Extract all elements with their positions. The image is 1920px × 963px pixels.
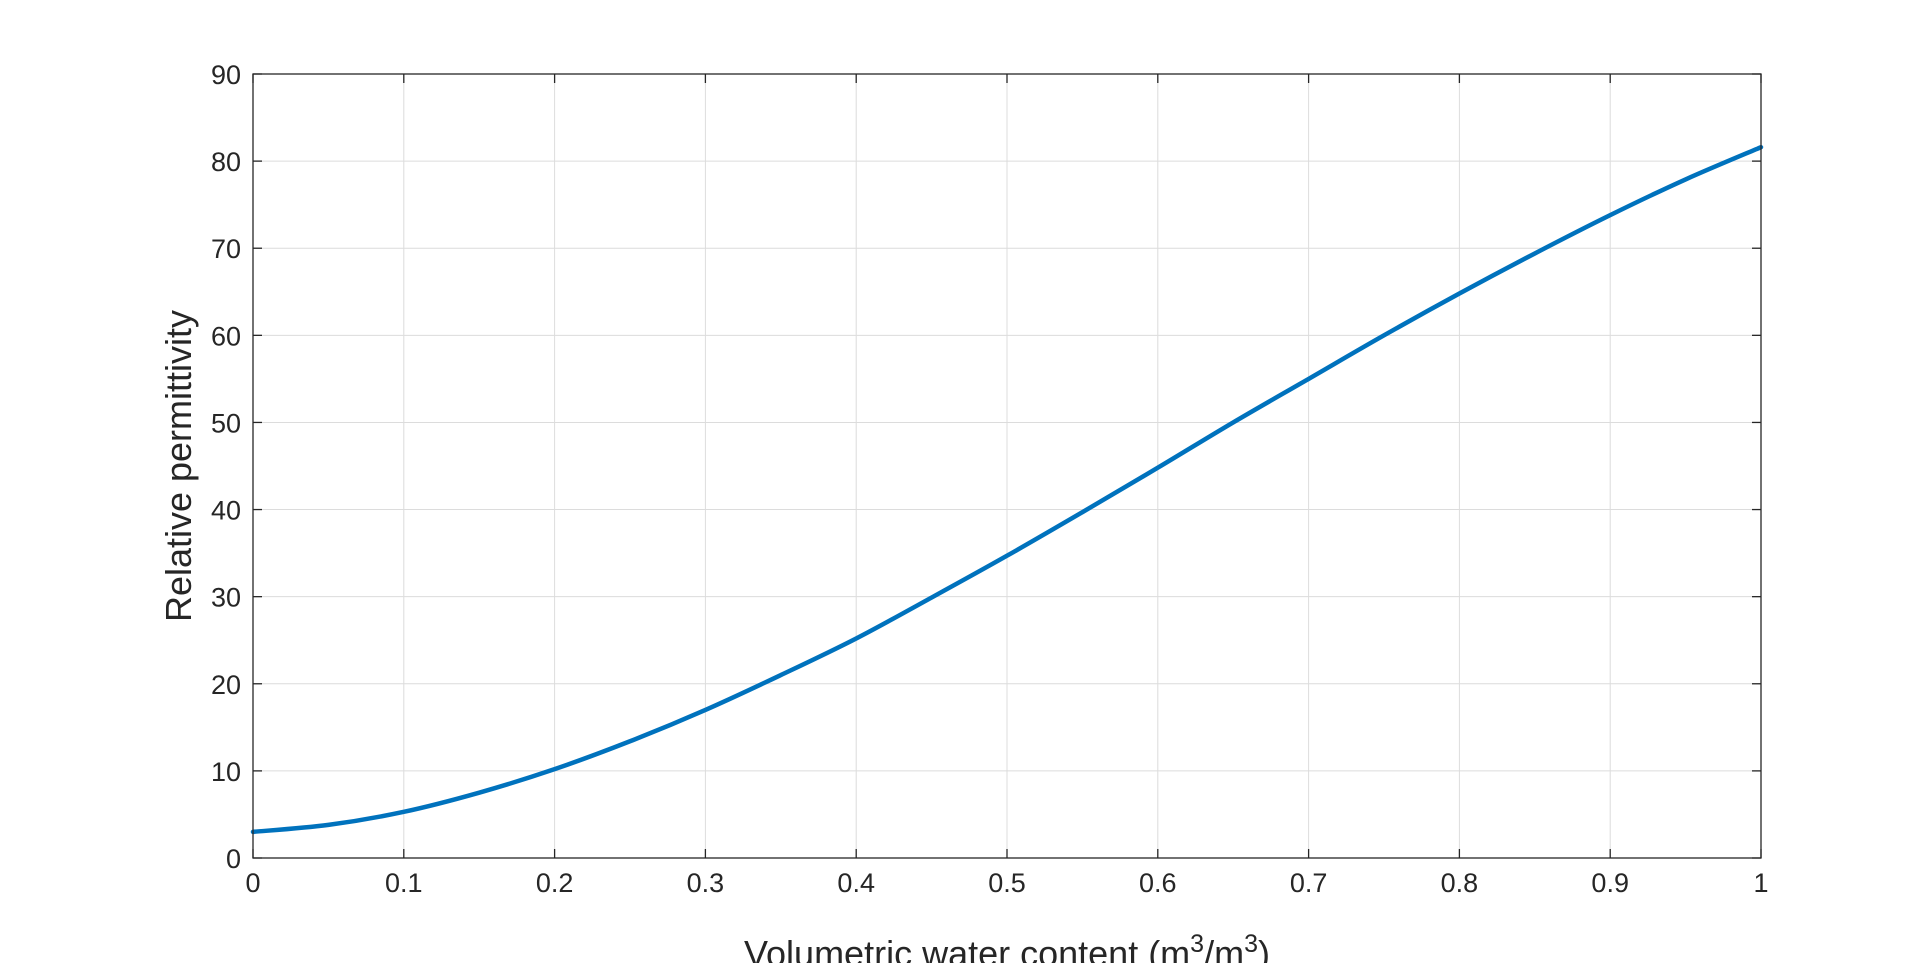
- x-axis-label-sup1: 3: [1190, 930, 1204, 958]
- y-tick-label: 80: [211, 147, 241, 177]
- x-tick-label: 0.6: [1139, 868, 1177, 898]
- y-tick-label: 90: [211, 60, 241, 90]
- series-line-0: [250, 144, 1764, 835]
- x-tick-labels: 0 0.1 0.2 0.3 0.4 0.5 0.6 0.7 0.8 0.9 1: [245, 868, 1768, 898]
- x-tick-label: 0.7: [1290, 868, 1328, 898]
- y-tick-label: 20: [211, 670, 241, 700]
- y-tick-label: 30: [211, 583, 241, 613]
- y-tick-label: 70: [211, 234, 241, 264]
- y-tick-labels: 0 10 20 30 40 50 60 70 80 90: [211, 60, 241, 874]
- x-tick-label: 0.8: [1441, 868, 1479, 898]
- series-layer: [250, 144, 1764, 835]
- x-tick-label: 0.3: [687, 868, 725, 898]
- y-tick-label: 50: [211, 408, 241, 438]
- grid-lines: [252, 73, 1762, 859]
- x-axis-label-base: Volumetric water content (m: [744, 933, 1190, 963]
- x-tick-label: 0: [245, 868, 260, 898]
- x-tick-label: 0.5: [988, 868, 1026, 898]
- y-tick-label: 10: [211, 757, 241, 787]
- x-axis-label-end: ): [1258, 933, 1270, 963]
- x-axis-label-mid: /m: [1204, 933, 1244, 963]
- y-tick-label: 60: [211, 321, 241, 351]
- x-tick-label: 0.1: [385, 868, 423, 898]
- axis-ticks: [252, 73, 1762, 859]
- x-tick-label: 1: [1753, 868, 1768, 898]
- x-tick-label: 0.2: [536, 868, 574, 898]
- y-axis-label: Relative permittivity: [158, 310, 199, 622]
- x-tick-label: 0.9: [1591, 868, 1629, 898]
- x-axis-label-sup2: 3: [1244, 930, 1258, 958]
- x-axis-label: Volumetric water content (m3/m3): [744, 930, 1270, 963]
- y-tick-label: 40: [211, 496, 241, 526]
- y-tick-label: 0: [226, 844, 241, 874]
- x-tick-label: 0.4: [837, 868, 875, 898]
